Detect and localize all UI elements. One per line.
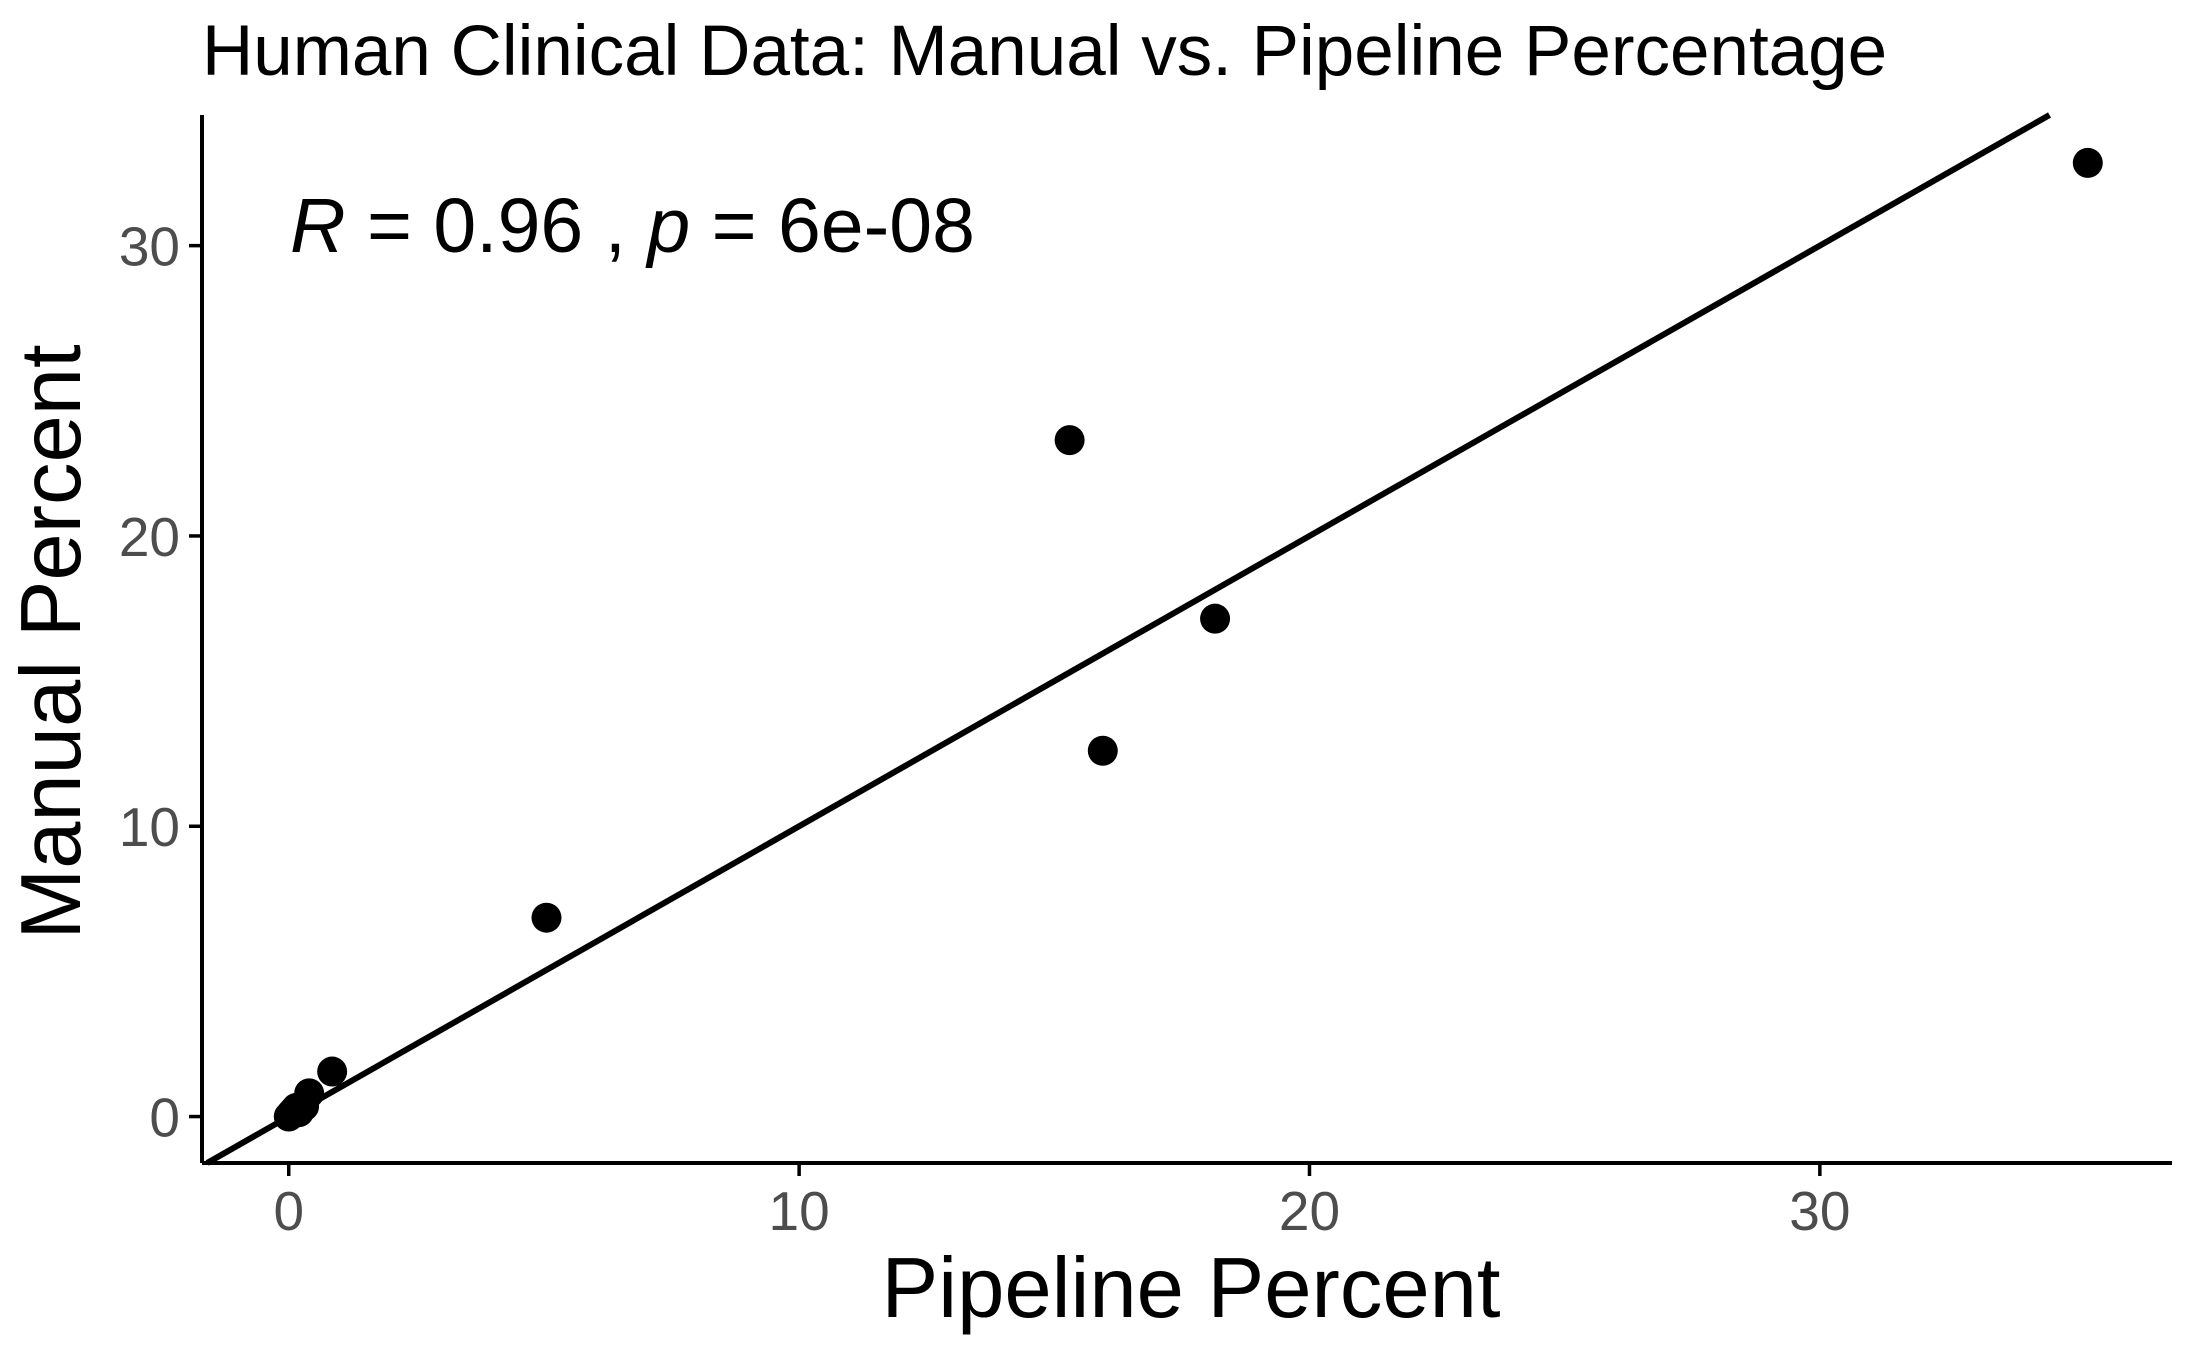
annotation-r-symbol: R — [290, 183, 346, 269]
x-tick-label: 30 — [1789, 1180, 1850, 1242]
data-point — [1200, 603, 1231, 634]
regression-line — [205, 112, 2051, 1166]
y-tick-label: 0 — [149, 1087, 180, 1149]
y-axis-title: Manual Percent — [4, 344, 99, 939]
data-point — [317, 1056, 348, 1087]
annotation-p-symbol: p — [645, 183, 690, 269]
x-tick-label: 20 — [1279, 1180, 1340, 1242]
annotation-r-p: R = 0.96 , p = 6e-08 — [290, 183, 975, 269]
x-tick-label: 0 — [273, 1180, 304, 1242]
data-point — [1054, 425, 1085, 456]
data-point — [1087, 735, 1118, 766]
y-tick-label: 10 — [119, 796, 180, 858]
chart-title: Human Clinical Data: Manual vs. Pipeline… — [202, 12, 1887, 91]
data-point — [2072, 147, 2103, 178]
plot-area: 0 10 20 30 0 10 20 30 — [119, 112, 2172, 1242]
data-point — [531, 902, 562, 933]
data-point — [294, 1078, 325, 1109]
y-tick-label: 20 — [119, 506, 180, 568]
annotation-p-value: = 6e-08 — [690, 183, 975, 269]
annotation-r-value: = 0.96 , — [346, 183, 648, 269]
x-tick-label: 10 — [769, 1180, 830, 1242]
x-axis-title: Pipeline Percent — [882, 1241, 1501, 1336]
y-tick-label: 30 — [119, 216, 180, 278]
